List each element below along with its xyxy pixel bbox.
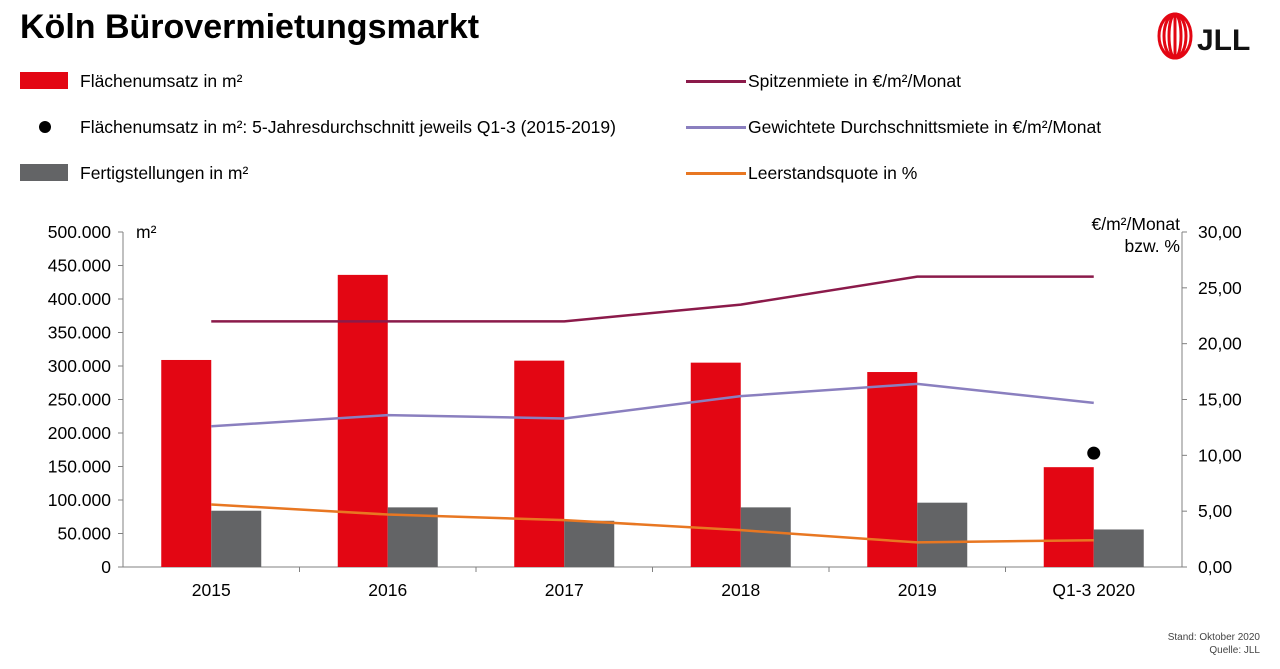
legend-label-leerstand: Leerstandsquote in % [748, 163, 918, 183]
legend-swatch-spitzen [686, 80, 746, 83]
bar-fertigstellungen [211, 510, 262, 567]
bar-fertigstellungen [387, 507, 438, 567]
y-left-tick-label: 150.000 [48, 457, 112, 477]
y-right-tick-label: 30,00 [1198, 222, 1242, 242]
jll-logo-text: JLL [1197, 24, 1250, 57]
x-tick-label: 2016 [368, 580, 407, 600]
x-tick-label: 2017 [545, 580, 584, 600]
legend-label-fertig: Fertigstellungen in m² [80, 163, 249, 183]
line-spitzenmiete [211, 275, 1094, 323]
bar-flaechenumsatz [337, 274, 388, 567]
y-right-tick-label: 20,00 [1198, 334, 1242, 354]
jll-logo-mark [1157, 12, 1193, 60]
bar-fertigstellungen [1093, 529, 1144, 567]
x-tick-label: 2018 [721, 580, 760, 600]
legend-label-durchschnitt: Gewichtete Durchschnittsmiete in €/m²/Mo… [748, 117, 1102, 137]
legend-label-avg: Flächenumsatz in m²: 5-Jahresdurchschnit… [80, 117, 616, 137]
legend-label-spitzen: Spitzenmiete in €/m²/Monat [748, 71, 962, 91]
bar-flaechenumsatz [867, 372, 918, 567]
x-tick-label: Q1-3 2020 [1052, 580, 1135, 600]
y-right-unit-label-1: €/m²/Monat [1092, 214, 1181, 234]
legend-label-umsatz: Flächenumsatz in m² [80, 71, 243, 91]
page-title: Köln Bürovermietungsmarkt [20, 8, 480, 46]
line-durchschnittsmiete [211, 382, 1094, 428]
y-right-tick-label: 5,00 [1198, 501, 1232, 521]
y-left-tick-label: 300.000 [48, 356, 112, 376]
bar-fertigstellungen [740, 507, 791, 567]
legend-swatch-umsatz [20, 72, 68, 89]
y-right-tick-label: 15,00 [1198, 390, 1242, 410]
bar-flaechenumsatz [690, 362, 741, 567]
y-left-tick-label: 50.000 [57, 524, 111, 544]
y-left-unit-label: m² [136, 222, 157, 242]
footer-stand: Stand: Oktober 2020 [1167, 632, 1260, 643]
y-right-tick-label: 0,00 [1198, 557, 1232, 577]
bar-fertigstellungen [564, 520, 615, 567]
legend-swatch-durchschnitt [686, 126, 746, 129]
y-right-tick-label: 25,00 [1198, 278, 1242, 298]
y-left-tick-label: 250.000 [48, 390, 112, 410]
legend-swatch-avg [39, 121, 51, 133]
x-tick-label: 2015 [192, 580, 231, 600]
bar-flaechenumsatz [514, 360, 565, 567]
x-tick-label: 2019 [898, 580, 937, 600]
y-left-tick-label: 400.000 [48, 289, 112, 309]
jll-logo: JLL [1157, 12, 1250, 60]
y-left-tick-label: 200.000 [48, 423, 112, 443]
y-left-tick-label: 350.000 [48, 323, 112, 343]
line-leerstandsquote [211, 503, 1094, 544]
y-right-tick-label: 10,00 [1198, 445, 1242, 465]
dot-5-jahresdurchschnitt [1087, 446, 1101, 460]
legend-swatch-fertig [20, 164, 68, 181]
legend-swatch-leerstand [686, 172, 746, 175]
bar-flaechenumsatz [161, 359, 212, 567]
y-left-tick-label: 500.000 [48, 222, 112, 242]
bar-flaechenumsatz [1043, 467, 1094, 567]
y-left-tick-label: 0 [101, 557, 111, 577]
bar-fertigstellungen [917, 502, 968, 567]
y-left-tick-label: 450.000 [48, 256, 112, 276]
y-right-unit-label-2: bzw. % [1125, 236, 1180, 256]
footer-quelle: Quelle: JLL [1209, 645, 1260, 656]
y-left-tick-label: 100.000 [48, 490, 112, 510]
